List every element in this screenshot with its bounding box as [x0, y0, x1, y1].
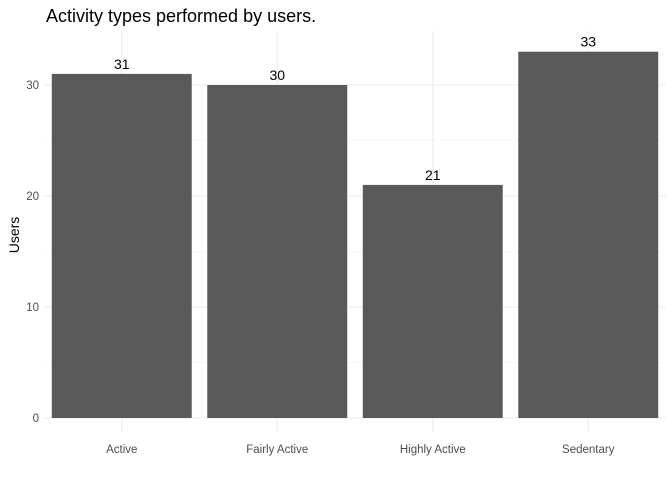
data-label: 21 [425, 167, 441, 183]
data-label: 31 [114, 56, 130, 72]
y-axis-title: Users [6, 217, 22, 254]
y-tick-label: 0 [33, 413, 39, 425]
data-label: 33 [580, 34, 596, 50]
y-tick-label: 10 [26, 302, 39, 314]
x-tick-label: Sedentary [562, 444, 615, 456]
bars [51, 51, 659, 419]
data-label: 30 [269, 67, 285, 83]
y-tick-label: 20 [26, 191, 39, 203]
y-axis-ticks: 0 10 20 30 [26, 80, 39, 425]
chart-title: Activity types performed by users. [46, 6, 317, 26]
x-tick-label: Highly Active [400, 444, 466, 456]
x-axis-ticks: Active Fairly Active Highly Active Sedentar… [106, 444, 615, 456]
x-tick-label: Fairly Active [246, 444, 308, 456]
bar [51, 73, 192, 419]
data-labels: 31 30 21 33 [114, 34, 596, 183]
x-tick-label: Active [106, 444, 137, 456]
y-tick-label: 30 [26, 80, 39, 92]
bar [518, 51, 659, 418]
bar [207, 85, 348, 418]
bar [362, 184, 503, 418]
